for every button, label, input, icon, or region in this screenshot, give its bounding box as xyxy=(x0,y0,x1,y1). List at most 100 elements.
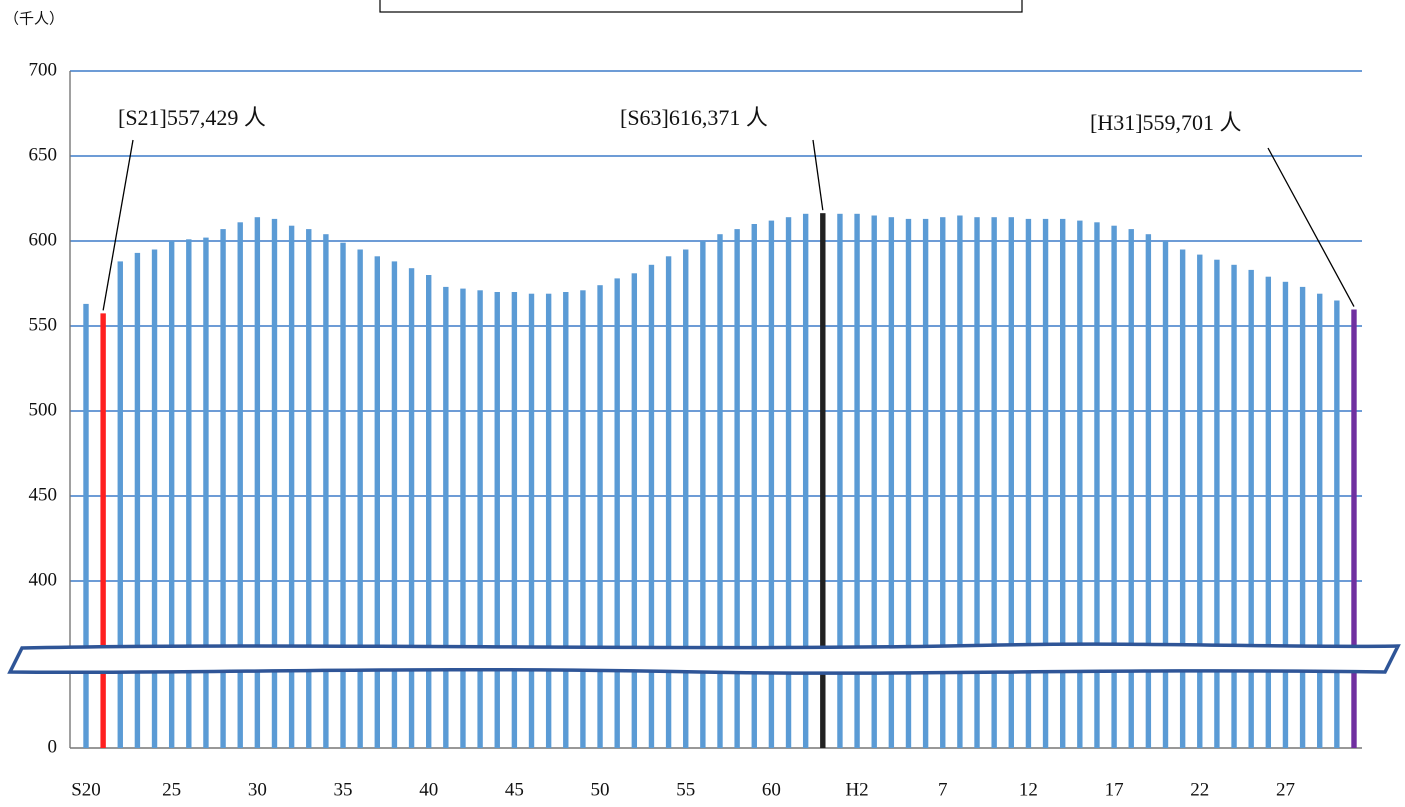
leader-line xyxy=(1267,147,1355,307)
bar xyxy=(1214,259,1220,748)
bar xyxy=(785,217,792,748)
bar xyxy=(1265,276,1272,748)
bar xyxy=(117,261,123,748)
bar xyxy=(426,275,432,748)
bar xyxy=(186,239,192,749)
bar xyxy=(271,218,278,748)
bar xyxy=(1334,300,1340,748)
bar xyxy=(443,286,449,748)
bar xyxy=(1299,286,1306,748)
bar xyxy=(991,217,997,748)
bar xyxy=(151,249,158,748)
y-tick-label: 600 xyxy=(29,229,58,250)
bar xyxy=(1025,218,1032,748)
x-tick-label: 50 xyxy=(591,779,610,800)
x-tick-label: 45 xyxy=(505,779,524,800)
bar xyxy=(837,213,843,749)
bar xyxy=(802,213,809,749)
y-tick-label: 650 xyxy=(29,144,58,165)
y-tick-label: 550 xyxy=(29,314,58,335)
bar xyxy=(734,229,740,749)
bar xyxy=(1111,225,1117,748)
bar xyxy=(665,256,672,748)
value-label: [S63]616,371 人 xyxy=(620,105,768,130)
bar xyxy=(323,234,329,748)
bar xyxy=(1231,264,1237,748)
bar xyxy=(134,252,141,748)
bar xyxy=(1128,229,1134,749)
bar xyxy=(648,264,655,748)
bar xyxy=(820,213,826,748)
title-box xyxy=(379,0,1023,13)
bar xyxy=(357,249,363,748)
bar xyxy=(477,290,483,748)
x-tick-label: 60 xyxy=(762,779,781,800)
bar xyxy=(614,278,620,748)
bar xyxy=(1042,218,1049,748)
bar xyxy=(1008,217,1014,748)
bar xyxy=(597,285,603,748)
y-tick-label: 700 xyxy=(29,59,58,80)
x-tick-label: 27 xyxy=(1276,779,1295,800)
bar xyxy=(83,303,89,748)
bar xyxy=(391,261,398,748)
x-tick-label: S20 xyxy=(71,779,101,800)
x-tick-label: H2 xyxy=(845,779,868,800)
x-tick-label: 25 xyxy=(162,779,181,800)
bar xyxy=(511,292,518,748)
bar xyxy=(631,273,638,748)
x-tick-label: 35 xyxy=(334,779,353,800)
bar xyxy=(717,234,723,748)
bar xyxy=(683,249,689,748)
value-label: [H31]559,701 人 xyxy=(1090,110,1242,135)
x-tick-label: 55 xyxy=(676,779,695,800)
bar xyxy=(254,217,261,748)
bar xyxy=(288,225,295,748)
x-tick-label: 7 xyxy=(938,779,948,800)
bar xyxy=(1282,281,1289,748)
bar xyxy=(1059,218,1066,748)
bar xyxy=(168,241,175,748)
bar xyxy=(854,213,860,749)
bar xyxy=(700,241,706,748)
bar xyxy=(408,268,415,748)
bar xyxy=(1145,234,1152,748)
bar xyxy=(340,242,346,748)
y-tick-label: 400 xyxy=(29,569,58,590)
bar xyxy=(494,292,500,748)
bar xyxy=(922,218,929,748)
bar xyxy=(957,215,963,748)
bar xyxy=(940,217,946,748)
bar xyxy=(1248,269,1254,748)
bar xyxy=(905,218,912,748)
bar xyxy=(1351,309,1357,748)
bar xyxy=(203,237,209,748)
x-tick-label: 12 xyxy=(1019,779,1038,800)
bar xyxy=(1162,241,1169,748)
bar xyxy=(580,290,586,748)
bar xyxy=(460,288,466,748)
bar xyxy=(306,229,312,749)
x-tick-label: 17 xyxy=(1105,779,1124,800)
bar xyxy=(1317,293,1323,748)
leader-line xyxy=(102,139,134,311)
bar xyxy=(374,256,380,748)
bar xyxy=(1197,254,1203,748)
bar xyxy=(563,292,569,748)
unit-label: （千人） xyxy=(4,10,64,27)
leader-line xyxy=(812,139,824,211)
bar xyxy=(1077,220,1083,749)
y-tick-label: 450 xyxy=(29,484,58,505)
bar xyxy=(220,229,226,749)
bar xyxy=(237,222,243,749)
bar xyxy=(871,215,877,748)
x-tick-label: 22 xyxy=(1190,779,1209,800)
bar xyxy=(528,293,535,748)
bar xyxy=(751,224,757,748)
y-tick-label: 0 xyxy=(48,736,58,757)
bar xyxy=(768,220,775,749)
axis-break xyxy=(7,642,1401,675)
bar xyxy=(1094,222,1100,749)
bar xyxy=(100,313,106,748)
